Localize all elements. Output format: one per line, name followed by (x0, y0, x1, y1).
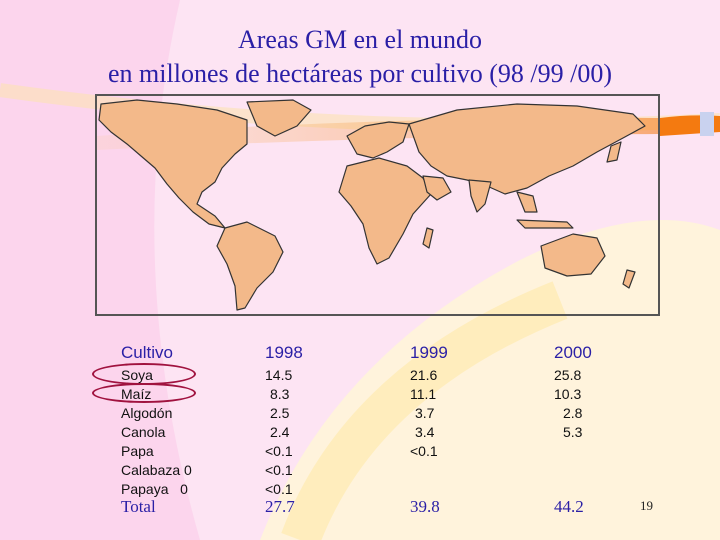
indonesia (516, 219, 574, 229)
value-1998: <0.1 (265, 443, 293, 459)
column-2000: 2000 25.8 10.3 2.8 5.3 (554, 340, 592, 442)
total-2000: 44.2 (554, 497, 584, 516)
header-1998: 1998 (265, 343, 303, 362)
value-1999: <0.1 (410, 443, 438, 459)
southeast-asia (516, 191, 538, 213)
crop-name: Calabaza 0 (121, 462, 192, 478)
value-2000: 10.3 (554, 386, 582, 402)
asia (408, 103, 646, 195)
europe (346, 121, 410, 159)
india (468, 179, 492, 213)
madagascar (422, 227, 434, 249)
arabia (422, 175, 452, 201)
north-america (98, 99, 248, 229)
crop-name: Canola (121, 424, 166, 440)
world-map-frame (95, 94, 660, 316)
total-label: Total (121, 497, 156, 516)
column-1999: 1999 21.6 11.1 3.7 3.4 <0.1 (410, 340, 448, 461)
australia (540, 233, 606, 277)
value-1998: <0.1 (265, 481, 293, 497)
world-map (97, 99, 658, 311)
header-1999: 1999 (410, 343, 448, 362)
header-2000: 2000 (554, 343, 592, 362)
header-cultivo: Cultivo (121, 343, 173, 362)
slide-title: Areas GM en el mundo (237, 25, 483, 54)
crop-name: Papaya 0 (121, 481, 188, 497)
new-zealand (622, 269, 636, 289)
crop-name: Algodón (121, 405, 173, 421)
value-1998: 14.5 (265, 367, 293, 383)
total-1999: 39.8 (410, 497, 440, 516)
value-2000: 5.3 (563, 424, 583, 440)
greenland (246, 99, 312, 137)
column-1998: 1998 14.5 8.3 2.5 2.4 <0.1 <0.1 <0.1 (265, 340, 303, 499)
value-1998: 2.5 (270, 405, 290, 421)
value-1998: 8.3 (270, 386, 290, 402)
value-1999: 11.1 (410, 386, 437, 402)
value-1999: 3.7 (415, 405, 435, 421)
slide-subtitle: en millones de hectáreas por cultivo (98… (108, 59, 612, 88)
value-2000: 25.8 (554, 367, 582, 383)
value-1999: 21.6 (410, 367, 438, 383)
soya-highlight-ring (92, 363, 196, 385)
crop-name: Papa (121, 443, 154, 459)
total-1998: 27.7 (265, 497, 295, 516)
japan (606, 141, 622, 163)
value-2000: 2.8 (563, 405, 583, 421)
page-number: 19 (640, 498, 653, 513)
maiz-highlight-ring (92, 383, 196, 403)
value-1998: <0.1 (265, 462, 293, 478)
value-1998: 2.4 (270, 424, 290, 440)
south-america (216, 221, 284, 311)
value-1999: 3.4 (415, 424, 435, 440)
africa (338, 157, 432, 265)
